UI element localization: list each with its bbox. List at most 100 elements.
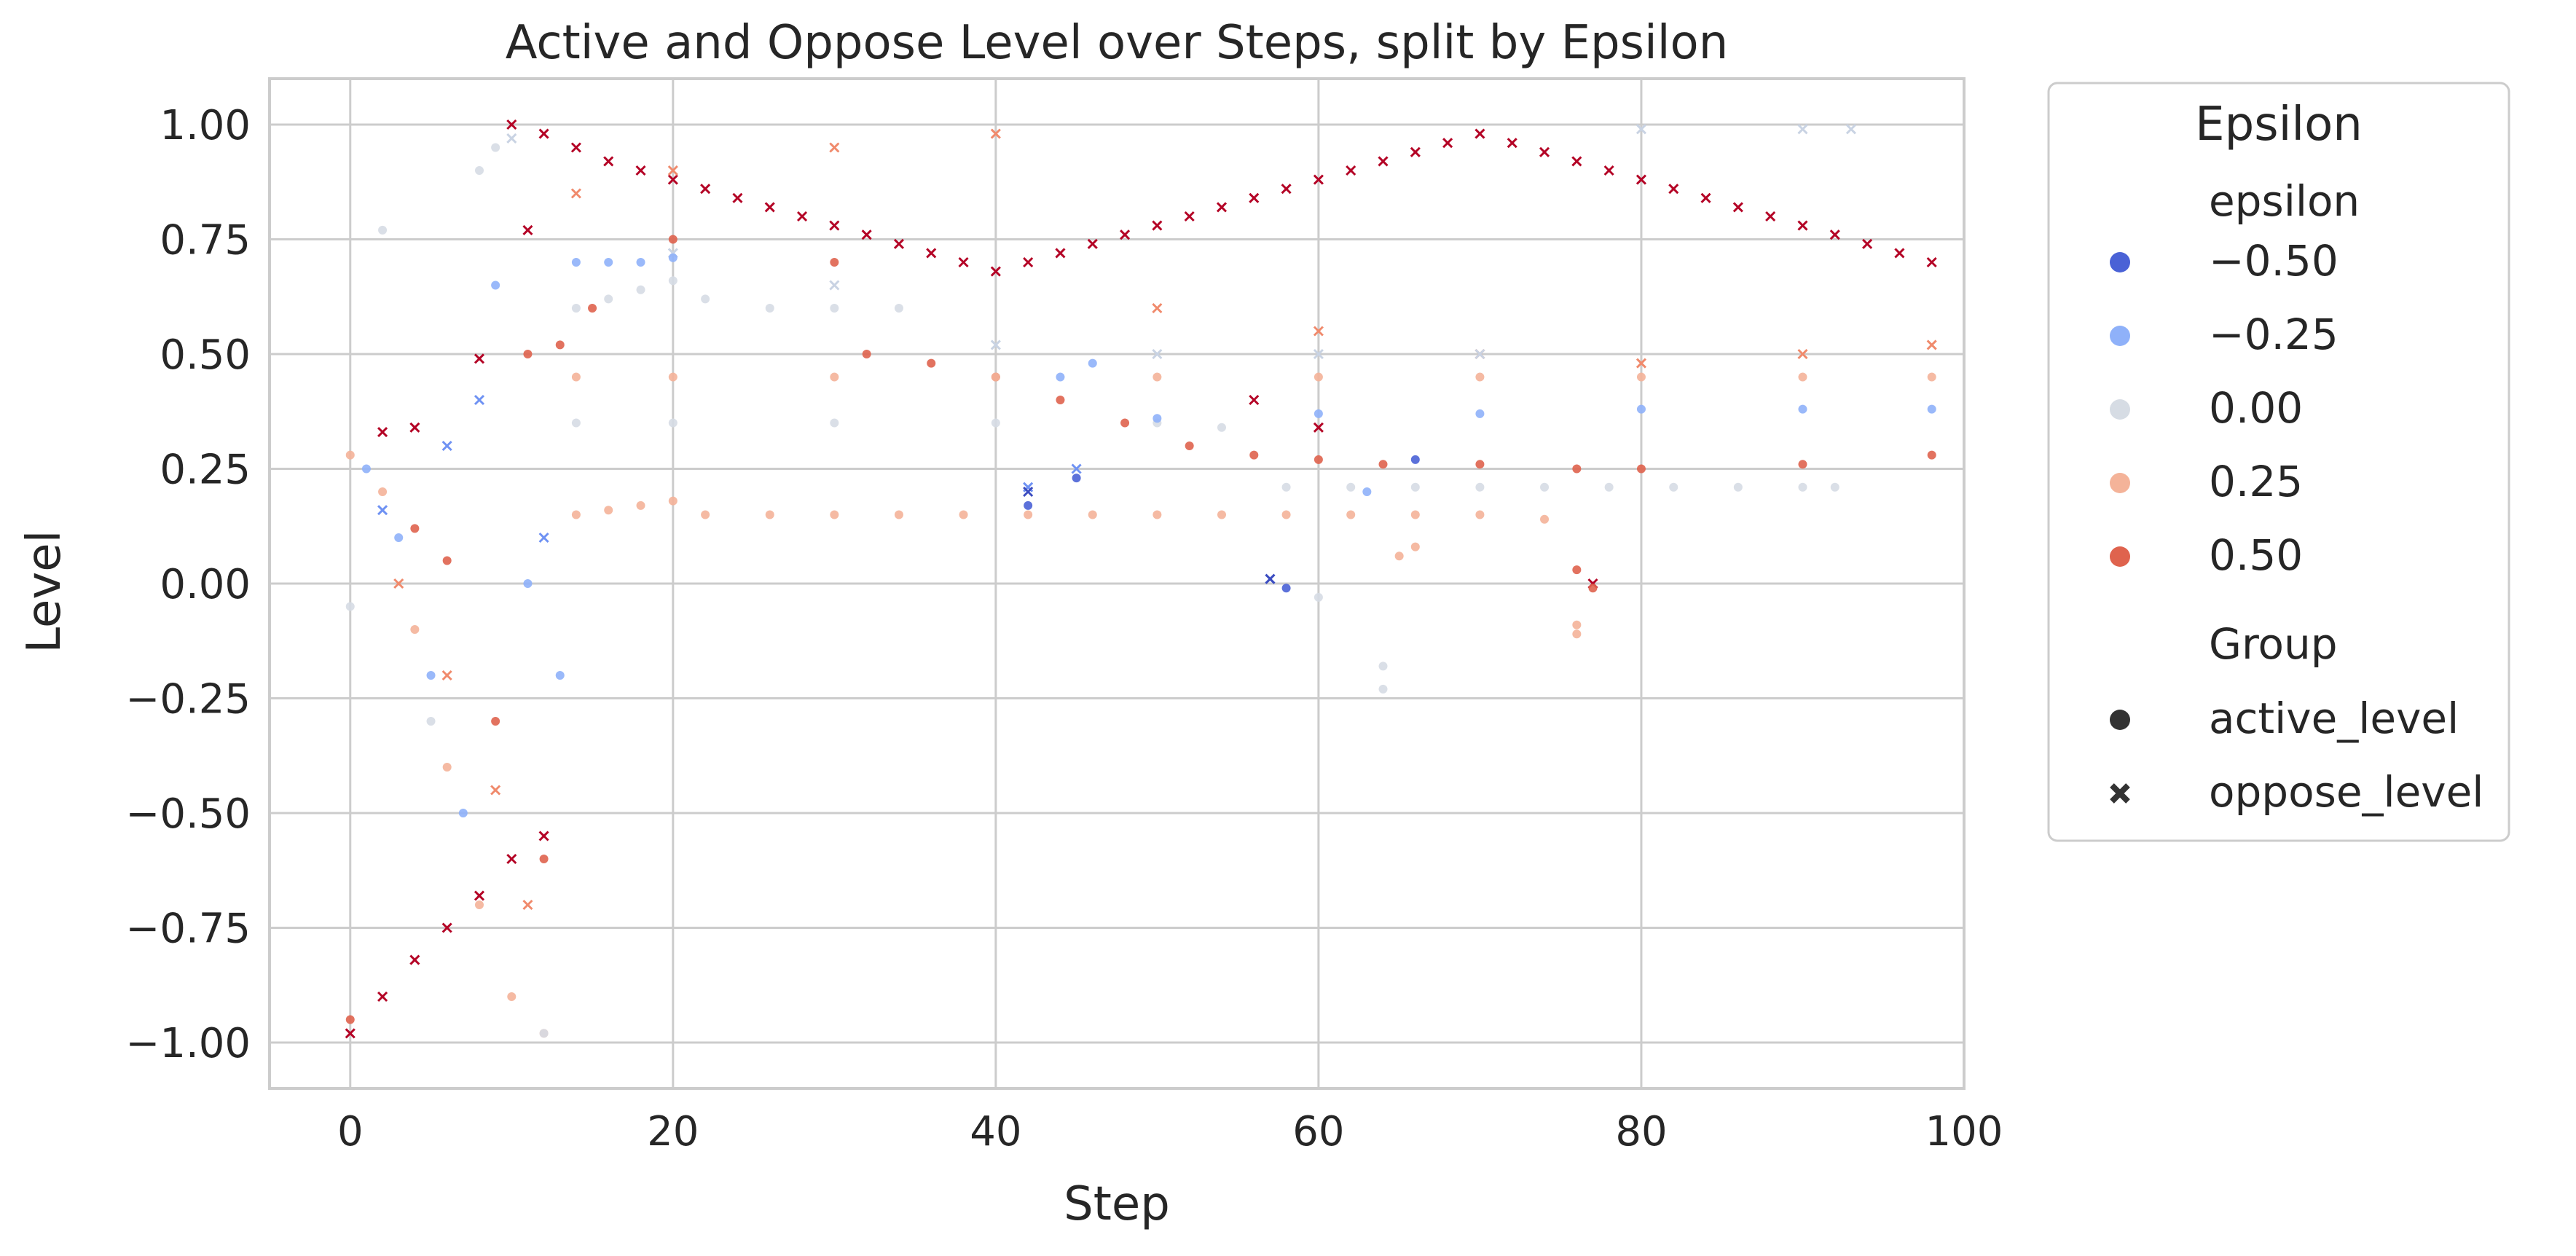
data-point bbox=[1313, 409, 1323, 418]
data-point-x bbox=[490, 785, 501, 796]
data-point bbox=[555, 340, 565, 350]
data-point-x bbox=[926, 248, 937, 259]
series-active_level-eps-0 bbox=[345, 143, 1839, 1038]
data-point bbox=[1572, 620, 1582, 629]
x-tick-labels: 0 20 40 60 80 100 bbox=[337, 1108, 2003, 1155]
legend-hue-entries: −0.50 −0.25 0.00 0.25 0.50 bbox=[2110, 236, 2339, 580]
legend-hue-marker bbox=[2110, 399, 2130, 420]
data-point-x bbox=[1281, 184, 1292, 195]
data-point bbox=[991, 418, 1000, 428]
legend-frame bbox=[2047, 82, 2510, 842]
data-point bbox=[361, 464, 371, 474]
data-point-x bbox=[1313, 174, 1324, 185]
data-point-x bbox=[409, 422, 420, 433]
data-point-x bbox=[1926, 256, 1937, 268]
data-point-x bbox=[1410, 146, 1421, 157]
x-tick-label: 100 bbox=[1925, 1108, 2003, 1155]
data-point bbox=[1798, 482, 1807, 492]
y-tick-label: −0.50 bbox=[125, 790, 251, 838]
data-point-x bbox=[409, 954, 420, 965]
data-point-x bbox=[1216, 202, 1228, 213]
data-point bbox=[668, 496, 678, 506]
data-point bbox=[830, 258, 839, 267]
x-tick-label: 60 bbox=[1292, 1108, 1344, 1155]
data-points bbox=[345, 119, 1937, 1039]
data-point bbox=[604, 506, 613, 515]
data-point-x bbox=[732, 192, 743, 203]
legend-hue-marker bbox=[2110, 546, 2130, 567]
data-point-x bbox=[506, 853, 517, 865]
data-point-x bbox=[1055, 248, 1066, 259]
data-point-x bbox=[958, 256, 969, 268]
data-point-x bbox=[1926, 339, 1937, 350]
legend-hue-label: −0.50 bbox=[2209, 236, 2339, 286]
data-point bbox=[1249, 450, 1259, 460]
data-point bbox=[1088, 510, 1097, 519]
legend-style-marker bbox=[2110, 710, 2130, 730]
data-point-x bbox=[377, 991, 388, 1002]
data-point bbox=[1152, 510, 1162, 519]
data-point bbox=[523, 579, 533, 588]
data-point bbox=[1088, 358, 1097, 368]
data-point-x bbox=[570, 188, 581, 199]
data-point bbox=[1185, 441, 1194, 450]
legend-hue-label: 0.00 bbox=[2209, 383, 2303, 433]
data-point bbox=[604, 294, 613, 304]
data-point bbox=[345, 450, 355, 460]
data-point bbox=[394, 533, 404, 542]
data-point bbox=[1588, 584, 1598, 593]
data-point-x bbox=[1845, 124, 1856, 135]
data-point bbox=[1281, 482, 1291, 492]
data-point-x bbox=[377, 427, 388, 438]
series-active_level-eps--0.5 bbox=[1024, 455, 1420, 593]
data-point bbox=[539, 855, 549, 863]
data-point bbox=[1410, 510, 1420, 519]
data-point-x bbox=[441, 440, 452, 452]
data-point bbox=[668, 276, 678, 286]
data-point-x bbox=[538, 831, 549, 841]
data-point-x bbox=[345, 1028, 356, 1039]
data-point bbox=[1152, 372, 1162, 382]
legend-hue-marker bbox=[2110, 326, 2130, 346]
data-point bbox=[1217, 510, 1226, 519]
data-point bbox=[668, 418, 678, 428]
data-point bbox=[507, 992, 517, 1001]
data-point-x bbox=[1265, 573, 1276, 584]
series-active_level-eps-0.25 bbox=[345, 372, 1936, 1038]
data-point bbox=[1217, 423, 1226, 432]
data-point bbox=[1072, 474, 1081, 483]
data-point bbox=[636, 285, 645, 294]
data-point bbox=[539, 1029, 549, 1038]
data-point-x bbox=[1023, 256, 1034, 268]
x-tick-label: 40 bbox=[970, 1108, 1021, 1155]
data-point bbox=[991, 372, 1000, 382]
y-tick-labels: 1.00 0.75 0.50 0.25 0.00 −0.25 −0.50 −0.75 −1.00 bbox=[125, 102, 251, 1067]
data-point bbox=[1572, 464, 1582, 474]
data-point bbox=[378, 225, 388, 235]
data-point-x bbox=[861, 229, 872, 240]
data-point-x bbox=[506, 119, 517, 130]
data-point bbox=[442, 556, 452, 565]
data-point-x bbox=[1765, 211, 1776, 222]
data-point bbox=[830, 510, 839, 519]
data-point-x bbox=[1732, 202, 1743, 213]
data-point-x bbox=[538, 128, 549, 139]
data-point-x bbox=[1700, 192, 1711, 203]
y-tick-label: −0.75 bbox=[125, 906, 251, 953]
data-point-x bbox=[1249, 394, 1260, 406]
data-point bbox=[426, 717, 436, 726]
data-point bbox=[1024, 501, 1033, 510]
data-point bbox=[1572, 629, 1582, 639]
data-point bbox=[571, 418, 581, 428]
data-point-x bbox=[1474, 128, 1485, 139]
data-point bbox=[1120, 418, 1130, 428]
data-point-x bbox=[474, 353, 485, 364]
data-point bbox=[1024, 510, 1033, 519]
data-point bbox=[830, 304, 839, 313]
data-point-x bbox=[1152, 220, 1163, 231]
y-axis-label: Level bbox=[17, 530, 71, 653]
data-point bbox=[1410, 482, 1420, 492]
data-point bbox=[1604, 482, 1614, 492]
data-point bbox=[1830, 482, 1839, 492]
data-point bbox=[701, 510, 710, 519]
